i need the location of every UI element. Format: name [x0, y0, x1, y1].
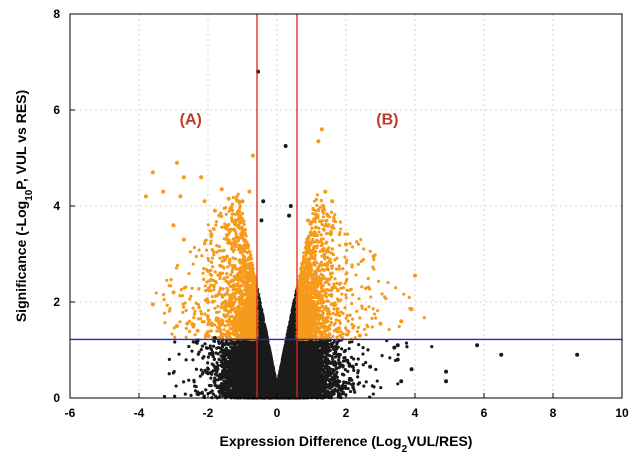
data-point-significant [185, 321, 190, 326]
threshold-lines [70, 14, 622, 398]
data-points [143, 69, 580, 400]
x-tick-label: 0 [274, 406, 281, 420]
y-tick-label: 4 [53, 199, 60, 213]
data-point [399, 379, 404, 384]
point-cloud-non-significant [162, 288, 434, 400]
region-labels: (A) (B) [180, 111, 399, 128]
data-point-significant [150, 302, 155, 307]
data-point [444, 379, 449, 384]
data-point-significant [171, 290, 176, 295]
data-point-significant [247, 189, 252, 194]
grid [70, 14, 622, 398]
data-point-significant [178, 194, 183, 199]
data-point-significant [212, 208, 217, 213]
data-point [575, 352, 580, 357]
data-point-significant [319, 127, 324, 132]
y-tick-label: 0 [53, 391, 60, 405]
data-point [444, 369, 449, 374]
data-point-significant [409, 307, 414, 312]
data-point-significant [399, 319, 404, 324]
data-point-significant [199, 175, 204, 180]
data-point [392, 345, 397, 350]
data-point [288, 204, 293, 208]
data-point-significant [143, 194, 148, 199]
data-point-significant [323, 189, 328, 194]
data-point [261, 199, 266, 204]
x-tick-label: 4 [412, 406, 419, 420]
data-point-significant [240, 199, 245, 204]
point-cloud-significant [154, 192, 426, 342]
data-point-significant [337, 326, 342, 331]
x-tick-label: -6 [65, 406, 76, 420]
axis-ticks: -6 -4 -2 0 2 4 6 8 10 0 2 4 6 8 [53, 7, 629, 420]
x-axis-title: Expression Difference (Log2VUL/RES) [220, 433, 473, 455]
data-point-significant [371, 254, 376, 259]
data-point-significant [413, 273, 417, 278]
x-tick-label: 10 [615, 406, 629, 420]
y-tick-label: 6 [53, 103, 60, 117]
data-point-significant [206, 300, 210, 304]
data-point [409, 367, 414, 372]
data-point-significant [250, 153, 255, 158]
data-point-significant [330, 199, 335, 204]
data-point-significant [174, 324, 179, 328]
data-point [395, 343, 400, 348]
data-point-significant [171, 223, 176, 228]
data-point-significant [223, 314, 228, 319]
data-point-significant [181, 237, 186, 242]
data-point-significant [161, 189, 166, 194]
data-point-significant [357, 333, 362, 338]
region-label: (B) [376, 111, 398, 128]
data-point-significant [316, 139, 321, 144]
data-point-significant [202, 199, 207, 204]
data-point-significant [219, 187, 224, 192]
data-point-significant [306, 218, 311, 223]
data-point-significant [233, 276, 238, 280]
data-point [283, 144, 288, 148]
x-tick-label: 6 [481, 406, 488, 420]
data-point [499, 352, 504, 357]
x-tick-label: 2 [343, 406, 350, 420]
data-point-significant [344, 242, 348, 247]
y-axis-title: Significance (-Log10P, VUL vs RES) [13, 90, 35, 322]
data-point [368, 364, 373, 369]
x-tick-label: 8 [550, 406, 557, 420]
data-point-significant [174, 160, 179, 165]
y-tick-label: 8 [53, 7, 60, 21]
data-point [287, 213, 292, 218]
data-point-significant [226, 196, 231, 201]
data-point-significant [209, 232, 214, 237]
data-point-significant [195, 328, 200, 333]
axis-labels: Expression Difference (Log2VUL/RES) Signi… [13, 90, 472, 455]
data-point-significant [181, 175, 186, 180]
x-tick-label: -4 [134, 406, 145, 420]
data-point-significant [150, 170, 155, 175]
region-label: (A) [180, 111, 202, 128]
data-point [395, 357, 400, 362]
x-tick-label: -2 [203, 406, 214, 420]
data-point-significant [378, 321, 383, 326]
y-tick-label: 2 [53, 295, 60, 309]
data-point [475, 343, 480, 348]
data-point [259, 218, 264, 223]
